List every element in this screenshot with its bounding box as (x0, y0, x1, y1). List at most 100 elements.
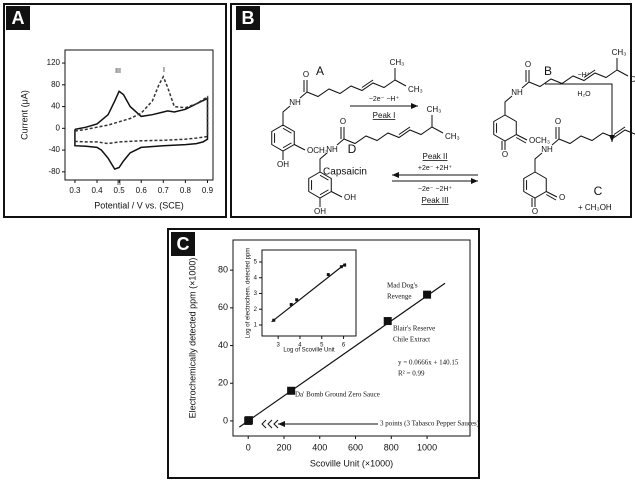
x-tick-label: 800 (384, 442, 399, 452)
atom-label: CH₃ (427, 105, 442, 114)
atom-label: CH₃ (612, 48, 627, 57)
plot-frame (64, 49, 214, 181)
y-tick-label: -80 (48, 167, 60, 176)
chain (343, 126, 433, 145)
atom-label: O (502, 150, 508, 159)
x-axis-label: Scoville Unit (×1000) (310, 458, 393, 468)
x-tick-label: 200 (276, 442, 291, 452)
x-tick-label: 6 (342, 343, 346, 349)
data-point (423, 290, 432, 299)
annotation: Da' Bomb Ground Zero Sauce (295, 391, 380, 399)
x-tick-label: 0.9 (202, 186, 214, 195)
reaction-condition: H₂O (577, 91, 591, 98)
data-point (287, 386, 296, 395)
atom-label: CH₃ (390, 58, 405, 67)
y-tick-label: 1 (254, 323, 258, 329)
x-tick-label: 0.5 (114, 186, 126, 195)
bond (546, 191, 558, 198)
x-tick-label: 1000 (417, 442, 437, 452)
data-point (272, 318, 276, 322)
fit-line (238, 282, 446, 428)
compound-name: Capsaicin (323, 167, 367, 178)
atom-label: NH (326, 145, 338, 154)
data-point (326, 273, 330, 277)
atom-label: O (555, 117, 561, 126)
panel-label: B (242, 8, 255, 28)
ring (271, 124, 295, 152)
panel-b-border (230, 3, 632, 218)
chain-double-bond (613, 126, 626, 135)
reaction-condition: −H⁺ (578, 72, 591, 79)
atom-label: OCH₃ (529, 136, 550, 145)
annotation: 3 points (3 Tabasco Pepper Sauces) (380, 420, 480, 428)
x-axis-label: Log of Scoville Unit (283, 348, 335, 354)
reaction-condition: −2e⁻ −H⁺ (369, 96, 400, 103)
bond (546, 194, 557, 201)
chain (558, 129, 635, 145)
chain (306, 79, 396, 98)
bond (294, 144, 306, 151)
panel-label-box (236, 6, 260, 30)
y-axis-label: Log of electrochem. detected ppm (246, 248, 252, 339)
reaction-condition: −2e⁻ −2H⁺ (418, 186, 453, 193)
compound-label: D (348, 142, 357, 156)
ring (493, 114, 517, 142)
data-point (339, 265, 343, 269)
y-axis-label: Current (μA) (19, 90, 29, 140)
data-point (343, 263, 347, 267)
x-tick-label: 0.7 (158, 186, 170, 195)
peak-label: Peak I (373, 111, 396, 120)
atom-label: O (340, 117, 346, 126)
annotation: III (115, 68, 121, 75)
y-tick-label: 80 (218, 265, 228, 275)
panel-label: C (177, 234, 190, 254)
panel-c-border (167, 228, 480, 479)
chain-double-bond (398, 126, 411, 135)
bond (336, 138, 345, 146)
atom-label: OCH₃ (307, 146, 328, 155)
ring-double-bond (319, 174, 329, 181)
ring-double-bond (319, 189, 329, 196)
y-tick-label: 60 (218, 302, 228, 312)
atom-label: O (525, 60, 531, 69)
ring (523, 171, 547, 199)
ring-double-bond (282, 127, 292, 134)
reaction-condition: +2e⁻ +2H⁺ (418, 165, 453, 172)
cv-curve (74, 74, 209, 145)
compound-label: B (544, 64, 552, 78)
y-axis-label: Electrochemically detected ppm (×1000) (187, 258, 197, 419)
bond (331, 191, 343, 198)
compound-label: C (594, 184, 603, 198)
chevron (273, 419, 279, 429)
y-tick-label: 40 (51, 102, 60, 111)
y-tick-label: 80 (51, 80, 60, 89)
atom-label: CH₃ (630, 75, 635, 84)
chevron (267, 419, 273, 429)
atom-label: O (559, 193, 565, 202)
y-tick-label: 3 (254, 291, 258, 297)
panel-a-border (3, 3, 227, 218)
annotation: I (163, 67, 165, 74)
x-tick-label: 600 (348, 442, 363, 452)
bond (516, 134, 528, 141)
peak-label: Peak III (421, 196, 448, 205)
y-tick-label: 0 (56, 123, 61, 132)
annotation: Chile Extract (393, 336, 430, 344)
bond (534, 152, 543, 172)
x-tick-label: 0.4 (91, 186, 103, 195)
data-point (289, 302, 293, 306)
compound-label: A (316, 64, 324, 78)
atom-label: CH₃ (408, 85, 423, 94)
panel-label-box (171, 232, 195, 256)
atom-label: NH (511, 88, 523, 97)
bond (504, 95, 513, 115)
plot-frame (232, 239, 471, 437)
chain (528, 69, 618, 88)
data-point (383, 317, 392, 326)
peak-label: Peak II (423, 152, 448, 161)
y-tick-label: 120 (47, 58, 61, 67)
y-tick-label: 5 (254, 260, 258, 266)
x-tick-label: 0 (246, 442, 251, 452)
fit-line (271, 263, 347, 323)
